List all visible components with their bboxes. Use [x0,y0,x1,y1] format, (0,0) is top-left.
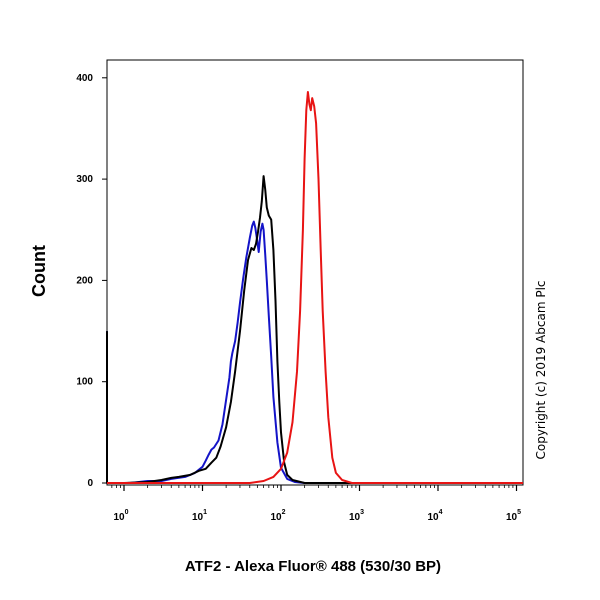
x-tick-base: 10 [427,512,439,523]
x-tick-exponent: 4 [439,509,443,516]
histogram-line [106,220,523,484]
x-tick-base: 10 [192,512,204,523]
x-tick-base: 10 [349,512,361,523]
x-tick-base: 10 [506,512,518,523]
histogram-line [106,175,523,484]
y-tick-label: 100 [76,377,93,388]
x-tick-exponent: 0 [125,509,129,516]
x-tick-exponent: 3 [360,509,364,516]
x-tick-label: 100 [113,509,128,523]
x-tick-label: 105 [506,509,521,523]
x-axis: 100 101 102 103 104 105 [111,485,521,523]
y-axis: 0 100 200 300 400 [76,73,107,489]
x-axis-title: ATF2 - Alexa Fluor® 488 (530/30 BP) [185,558,441,575]
plot-frame [106,59,524,486]
y-tick-label: 0 [87,478,93,489]
x-tick-exponent: 1 [203,509,207,516]
x-tick-base: 10 [113,512,125,523]
y-tick-label: 300 [76,174,93,185]
histogram-line [107,91,523,484]
x-tick-label: 101 [192,509,207,523]
x-tick-exponent: 5 [517,509,521,516]
y-tick-label: 400 [76,73,93,84]
copyright-text: Copyright (c) 2019 Abcam Plc [534,280,548,459]
x-tick-base: 10 [270,512,282,523]
y-axis-title: Count [29,245,49,297]
x-tick-label: 103 [349,509,364,523]
series-layer [106,91,523,484]
x-tick-exponent: 2 [282,509,286,516]
y-tick-label: 200 [76,275,93,286]
x-tick-label: 102 [270,509,285,523]
x-tick-label: 104 [427,509,442,523]
